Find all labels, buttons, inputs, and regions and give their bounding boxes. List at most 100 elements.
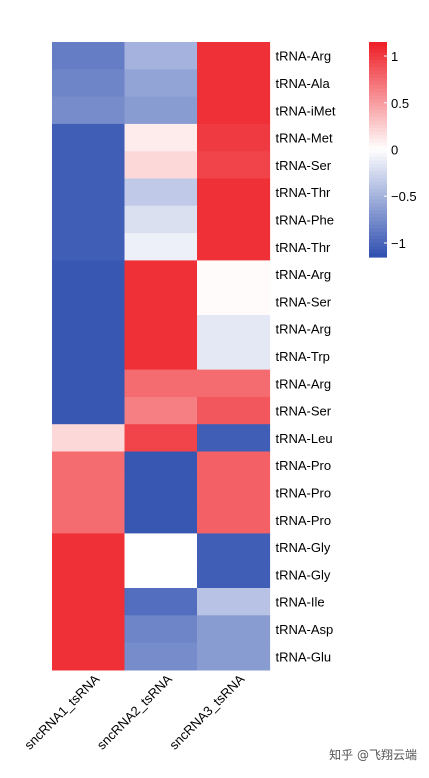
legend-gradient-step	[369, 160, 387, 165]
legend-gradient-step	[369, 253, 387, 258]
heatmap-cell	[124, 451, 198, 480]
heatmap-cell	[52, 642, 126, 671]
heatmap-cell	[197, 478, 271, 507]
legend-gradient-step	[369, 171, 387, 176]
heatmap-cell	[52, 287, 126, 316]
row-label: tRNA-Glu	[276, 649, 332, 664]
row-label: tRNA-Ala	[276, 76, 331, 91]
heatmap-cell	[124, 69, 198, 98]
legend-gradient-step	[369, 77, 387, 83]
heatmap-cell	[124, 260, 198, 289]
heatmap-cell	[124, 369, 198, 398]
heatmap-cell	[197, 615, 271, 644]
heatmap-cell	[124, 315, 198, 343]
legend-gradient-step	[369, 246, 387, 251]
heatmap-cell	[197, 233, 271, 261]
legend-gradient-step	[369, 85, 387, 90]
heatmap-cell	[52, 69, 126, 98]
heatmap-cell	[197, 205, 271, 234]
legend-gradient-step	[369, 67, 387, 72]
row-label: tRNA-Pro	[276, 485, 332, 500]
heatmap-cell	[124, 478, 198, 507]
row-label: tRNA-iMet	[276, 103, 336, 118]
heatmap-cell	[124, 178, 198, 207]
heatmap-cell	[197, 424, 271, 453]
heatmap-cell	[124, 342, 198, 371]
legend-tick-label: 1	[391, 49, 398, 64]
legend-gradient-step	[369, 224, 387, 229]
legend-gradient-step	[369, 106, 387, 111]
legend-gradient-step	[369, 135, 387, 140]
legend-gradient-step	[369, 52, 387, 57]
row-label: tRNA-Gly	[276, 567, 331, 582]
legend-gradient-step	[369, 221, 387, 226]
heatmap-cell	[52, 478, 126, 507]
row-label: tRNA-Gly	[276, 540, 331, 555]
legend-gradient-step	[369, 145, 387, 151]
legend-tick-label: 0.5	[391, 96, 409, 111]
legend-gradient-step	[369, 70, 387, 75]
legend-gradient-step	[369, 231, 387, 237]
legend-gradient-step	[369, 167, 387, 172]
heatmap-cell	[52, 560, 126, 589]
legend-gradient-step	[369, 128, 387, 133]
legend-gradient-step	[369, 185, 387, 190]
heatmap-cell	[52, 96, 126, 125]
row-label: tRNA-Thr	[276, 240, 332, 255]
legend-gradient-step	[369, 217, 387, 222]
legend-tick-label: 0	[391, 143, 398, 158]
row-label: tRNA-Trp	[276, 349, 330, 364]
legend-gradient-step	[369, 206, 387, 212]
heatmap-cell	[197, 588, 271, 616]
heatmap-cell	[197, 342, 271, 371]
legend-gradient-step	[369, 199, 387, 204]
legend-gradient-step	[369, 181, 387, 186]
row-label: tRNA-Ile	[276, 595, 325, 610]
heatmap-cell	[124, 151, 198, 180]
heatmap-cell	[124, 42, 198, 70]
heatmap-cell	[197, 287, 271, 316]
heatmap-cell	[197, 260, 271, 289]
legend-gradient-step	[369, 113, 387, 118]
heatmap-cell	[124, 424, 198, 453]
heatmap-cell	[124, 396, 198, 425]
legend-gradient-step	[369, 45, 387, 50]
legend-gradient-step	[369, 99, 387, 104]
legend-gradient-step	[369, 156, 387, 161]
heatmap-cell	[124, 533, 198, 562]
row-label: tRNA-Met	[276, 131, 333, 146]
legend-gradient-step	[369, 239, 387, 244]
legend-gradient-step	[369, 153, 387, 158]
legend-gradient-step	[369, 81, 387, 86]
heatmap-cell	[52, 205, 126, 234]
row-label: tRNA-Ser	[276, 158, 332, 173]
legend-gradient-step	[369, 174, 387, 179]
row-label: tRNA-Leu	[276, 431, 333, 446]
heatmap-cell	[124, 506, 198, 534]
heatmap-cell	[197, 315, 271, 343]
heatmap-cell	[124, 205, 198, 234]
heatmap-cell	[197, 506, 271, 534]
heatmap-cell	[197, 369, 271, 398]
heatmap-cell	[52, 451, 126, 480]
legend-gradient-step	[369, 228, 387, 233]
legend-gradient-step	[369, 95, 387, 100]
heatmap-cell	[52, 396, 126, 425]
legend-gradient-step	[369, 203, 387, 208]
heatmap-cell	[197, 151, 271, 180]
legend-gradient-step	[369, 178, 387, 183]
legend-gradient-step	[369, 138, 387, 143]
row-label: tRNA-Asp	[276, 622, 334, 637]
heatmap-cell	[124, 642, 198, 671]
legend-gradient-step	[369, 188, 387, 194]
heatmap-cell	[124, 588, 198, 616]
heatmap-cell	[52, 151, 126, 180]
row-label: tRNA-Thr	[276, 185, 332, 200]
legend-gradient-step	[369, 235, 387, 240]
legend-gradient-step	[369, 117, 387, 122]
legend-gradient-step	[369, 56, 387, 61]
legend-tick-label: −1	[391, 236, 406, 251]
legend-gradient-step	[369, 88, 387, 93]
